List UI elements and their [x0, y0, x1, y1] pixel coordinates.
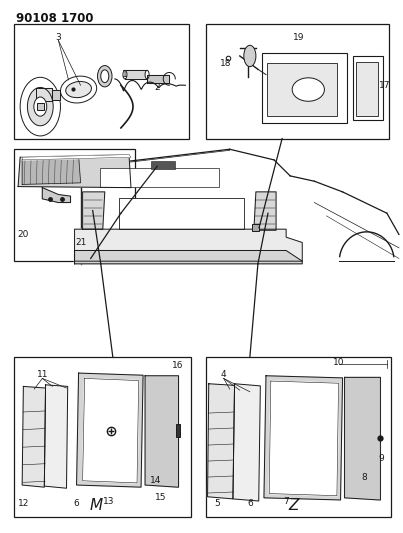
Ellipse shape [98, 66, 112, 87]
Text: 11: 11 [37, 370, 48, 378]
Text: 13: 13 [103, 497, 114, 505]
Text: 16: 16 [172, 361, 183, 369]
Text: 1: 1 [122, 70, 128, 79]
Text: $\mathit{Z}$: $\mathit{Z}$ [288, 497, 301, 513]
Bar [14, 149, 135, 261]
Text: 21: 21 [75, 238, 86, 247]
Text: 7: 7 [283, 497, 289, 505]
Polygon shape [75, 251, 302, 264]
Polygon shape [264, 376, 343, 500]
Polygon shape [83, 378, 139, 483]
Bar [100, 168, 219, 187]
Polygon shape [44, 385, 68, 488]
Ellipse shape [27, 87, 53, 126]
Text: 14: 14 [150, 477, 161, 485]
Text: 8: 8 [362, 473, 368, 481]
Bar [267, 63, 337, 116]
Ellipse shape [101, 70, 109, 83]
Bar [252, 224, 259, 231]
Text: 2: 2 [154, 84, 160, 92]
Polygon shape [42, 188, 71, 203]
Polygon shape [147, 75, 169, 83]
Ellipse shape [20, 77, 60, 136]
Polygon shape [22, 386, 46, 487]
Bar [206, 357, 391, 517]
Text: 19: 19 [293, 33, 304, 42]
Polygon shape [254, 192, 276, 230]
Text: 17: 17 [379, 81, 391, 90]
Polygon shape [36, 88, 52, 101]
Bar [353, 56, 383, 120]
Polygon shape [233, 384, 260, 501]
Ellipse shape [244, 45, 256, 67]
Text: 10: 10 [333, 358, 344, 367]
Text: 3: 3 [56, 33, 61, 42]
Bar [206, 24, 389, 139]
Ellipse shape [60, 76, 97, 103]
Bar [37, 103, 44, 110]
Bar [176, 424, 180, 437]
Text: 5: 5 [215, 499, 220, 508]
Ellipse shape [292, 78, 324, 101]
Ellipse shape [66, 82, 91, 98]
Polygon shape [77, 373, 143, 487]
Bar [119, 198, 244, 229]
Ellipse shape [34, 97, 47, 116]
Polygon shape [125, 70, 147, 79]
Text: 20: 20 [18, 230, 29, 239]
Bar [14, 24, 189, 139]
Text: 4: 4 [221, 370, 226, 378]
Bar [356, 62, 378, 116]
Ellipse shape [123, 70, 127, 79]
Polygon shape [269, 381, 339, 496]
Polygon shape [208, 384, 235, 499]
Text: 18: 18 [220, 60, 231, 68]
Polygon shape [52, 90, 60, 100]
Text: 6: 6 [248, 499, 253, 508]
Polygon shape [345, 377, 380, 500]
Text: 90108 1700: 90108 1700 [16, 12, 93, 25]
Text: $\mathit{M}$: $\mathit{M}$ [89, 497, 104, 513]
Polygon shape [75, 229, 302, 261]
Bar [151, 161, 175, 169]
Text: 15: 15 [156, 493, 167, 502]
Bar [14, 357, 191, 517]
Polygon shape [145, 376, 179, 487]
Text: 9: 9 [378, 454, 384, 463]
Ellipse shape [145, 70, 149, 79]
Text: 6: 6 [74, 499, 79, 508]
Text: 12: 12 [18, 499, 29, 508]
Polygon shape [22, 156, 81, 184]
Polygon shape [18, 155, 131, 188]
Polygon shape [83, 192, 105, 229]
Polygon shape [22, 155, 131, 160]
Bar [262, 53, 347, 123]
